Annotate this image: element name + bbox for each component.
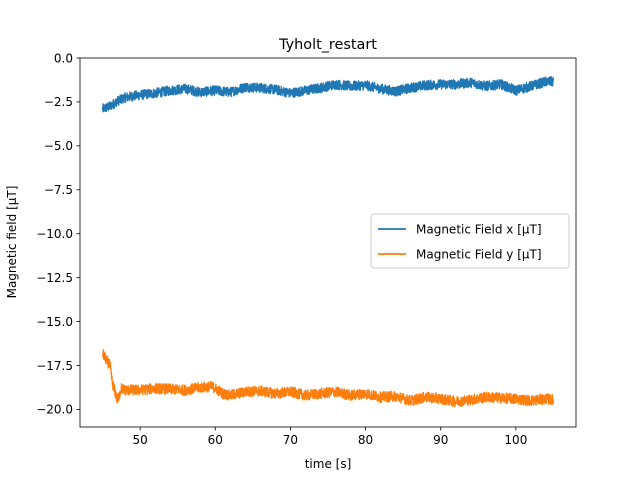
legend-box [370, 213, 570, 269]
axes-frame [79, 57, 577, 428]
plot-area [79, 57, 577, 428]
x-axis-label: time [s] [305, 457, 352, 471]
y-tick-label: −2.5 [44, 95, 73, 109]
x-tick-label: 90 [433, 433, 448, 447]
series-line-magnetic-field-y [102, 348, 555, 408]
legend: Magnetic Field x [μT] Magnetic Field y [… [370, 213, 570, 269]
x-tick-label: 80 [358, 433, 373, 447]
legend-label-y: Magnetic Field y [μT] [416, 248, 542, 262]
y-tick-label: 0.0 [54, 51, 73, 65]
y-tick-label: −7.5 [44, 183, 73, 197]
x-tick-label: 60 [208, 433, 223, 447]
legend-label-x: Magnetic Field x [μT] [416, 223, 542, 237]
y-axis: 0.0 −2.5 −5.0 −7.5 −10.0 −12.5 −15.0 −17.5 −20.0 [36, 51, 80, 417]
y-tick-label: −12.5 [36, 271, 73, 285]
x-tick-label: 50 [132, 433, 147, 447]
x-tick-label: 70 [283, 433, 298, 447]
chart-title: Tyholt_restart [278, 37, 377, 53]
x-tick-label: 100 [504, 433, 527, 447]
y-tick-label: −15.0 [36, 315, 73, 329]
series-layer [101, 76, 555, 408]
y-tick-label: −17.5 [36, 359, 73, 373]
x-axis: 50 60 70 80 90 100 [132, 427, 527, 447]
y-tick-label: −10.0 [36, 227, 73, 241]
y-tick-label: −20.0 [36, 403, 73, 417]
y-tick-label: −5.0 [44, 139, 73, 153]
y-axis-label: Magnetic field [μT] [5, 186, 19, 299]
series-line-magnetic-field-x [101, 76, 555, 113]
